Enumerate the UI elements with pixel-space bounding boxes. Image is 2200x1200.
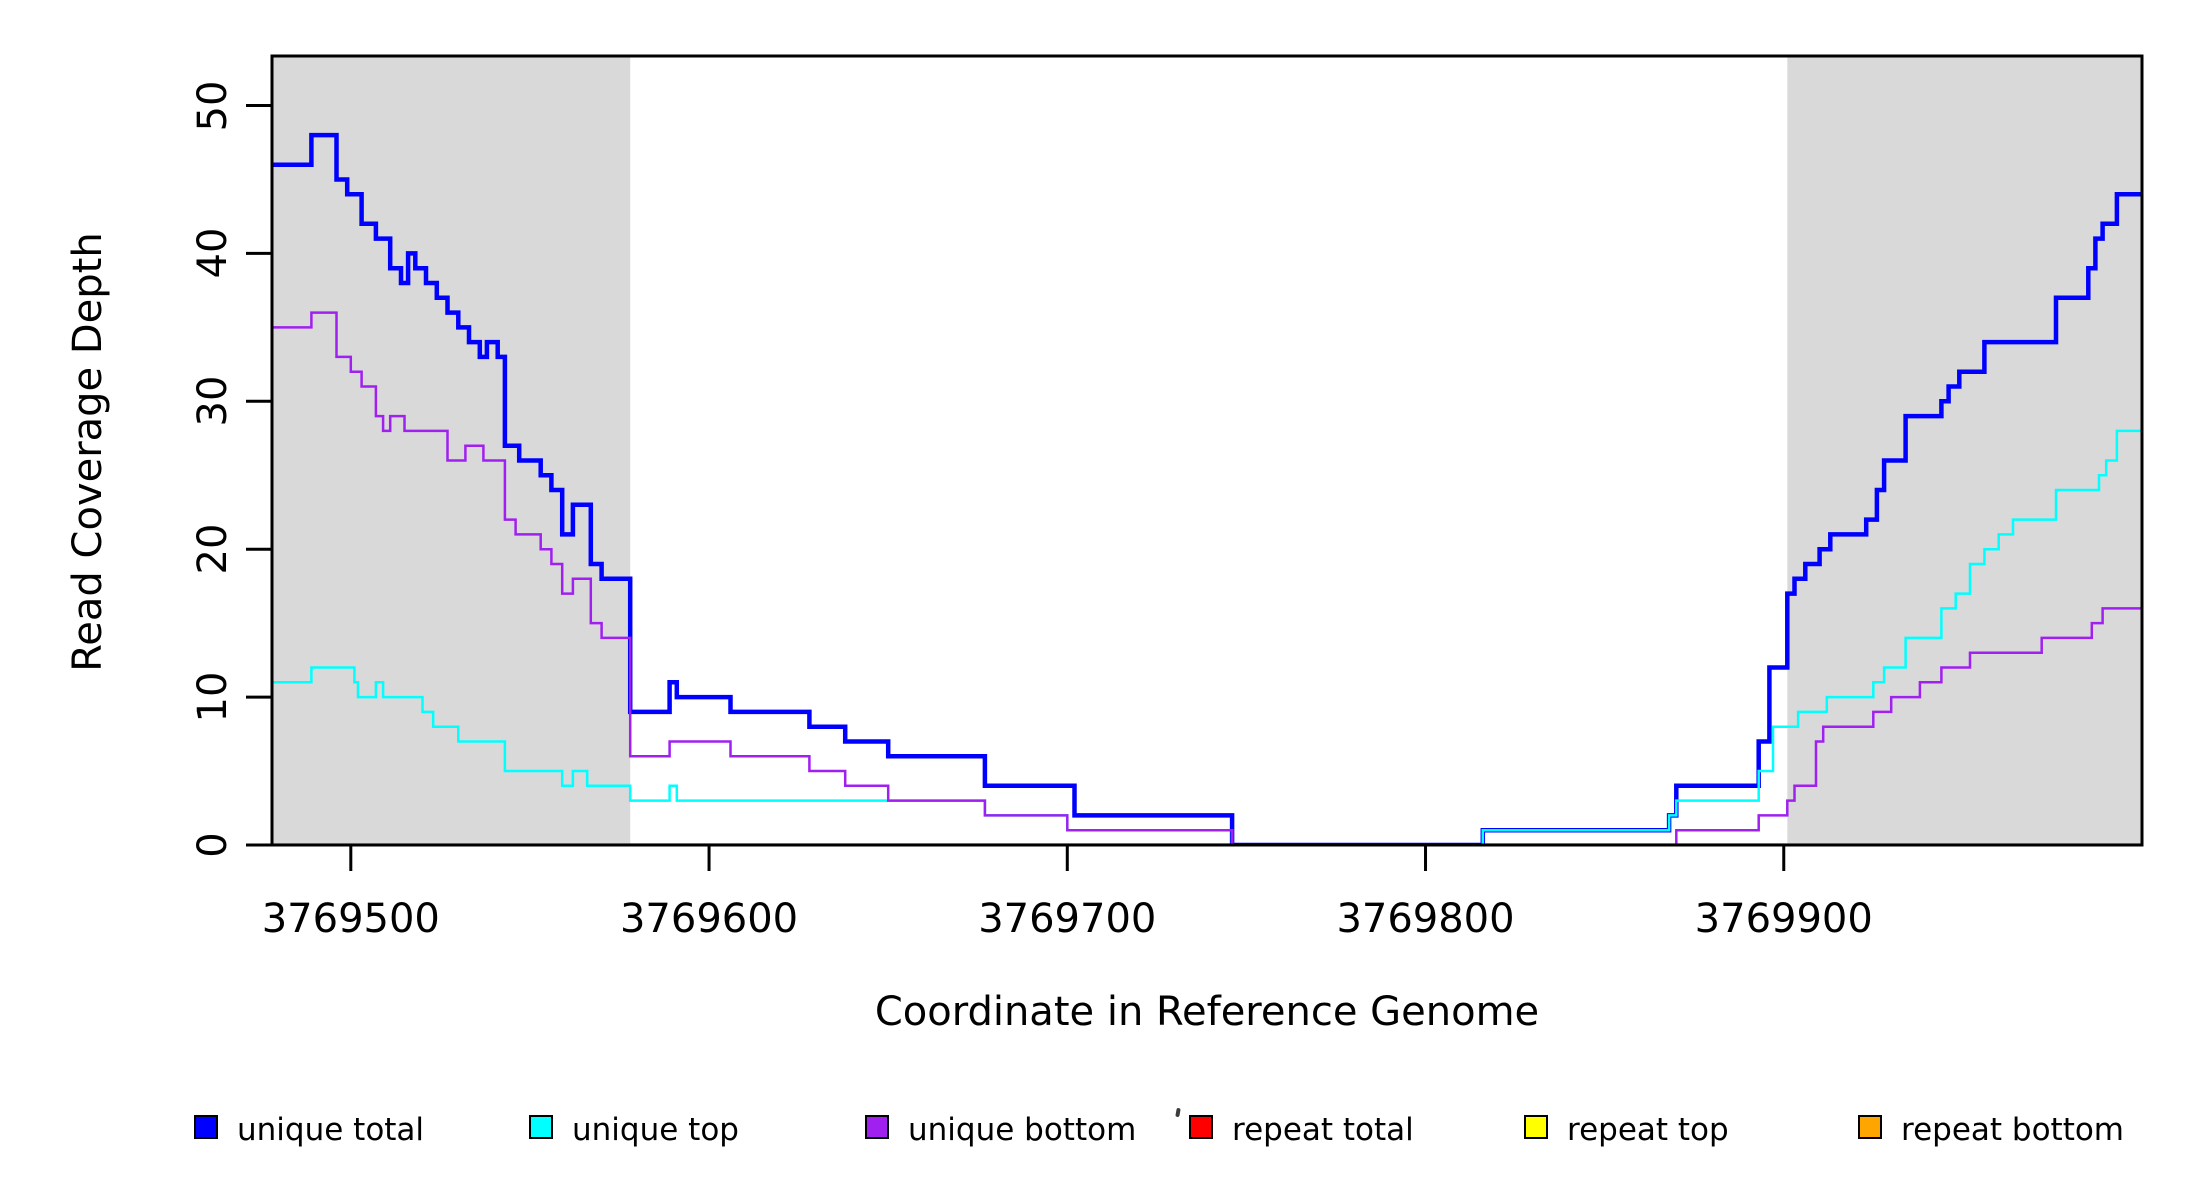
legend-swatch-repeat-bottom xyxy=(1858,1115,1882,1139)
legend-swatch-repeat-total xyxy=(1189,1115,1213,1139)
legend-swatch-unique-bottom xyxy=(865,1115,889,1139)
shaded-repeat-region-2 xyxy=(1787,57,2142,844)
legend-label: unique top xyxy=(572,1112,739,1148)
legend-label: unique bottom xyxy=(908,1112,1137,1148)
series-line-unique-bottom xyxy=(272,311,2142,845)
series-line-unique-top xyxy=(272,429,2142,845)
legend-label: unique total xyxy=(237,1112,425,1148)
x-axis-title: Coordinate in Reference Genome xyxy=(874,989,1540,1035)
x-tick-label: 3769500 xyxy=(261,896,440,942)
x-tick-label: 3769700 xyxy=(978,896,1157,942)
y-tick-label: 40 xyxy=(190,227,236,279)
y-tick-label: 0 xyxy=(190,832,236,858)
series-group xyxy=(272,132,2142,845)
legend-swatch-unique-total xyxy=(194,1115,218,1139)
legend-label: repeat bottom xyxy=(1901,1112,2125,1148)
x-tick-label: 3769800 xyxy=(1336,896,1515,942)
x-tick-label: 3769600 xyxy=(619,896,799,942)
legend-swatch-repeat-top xyxy=(1524,1115,1548,1139)
legend-label: repeat top xyxy=(1567,1112,1729,1148)
legend-label: repeat total xyxy=(1232,1112,1414,1148)
y-tick-label: 30 xyxy=(190,375,236,427)
y-axis-title: Read Coverage Depth xyxy=(65,232,111,672)
y-tick-label: 50 xyxy=(190,80,236,131)
y-tick-label: 20 xyxy=(190,523,236,575)
x-tick-label: 3769900 xyxy=(1694,896,1873,942)
series-line-unique-total xyxy=(272,132,2142,845)
y-tick-label: 10 xyxy=(190,671,236,723)
legend-swatch-unique-top xyxy=(529,1115,553,1139)
plot-border-box xyxy=(270,54,2144,847)
shaded-repeat-region-1 xyxy=(272,57,631,844)
